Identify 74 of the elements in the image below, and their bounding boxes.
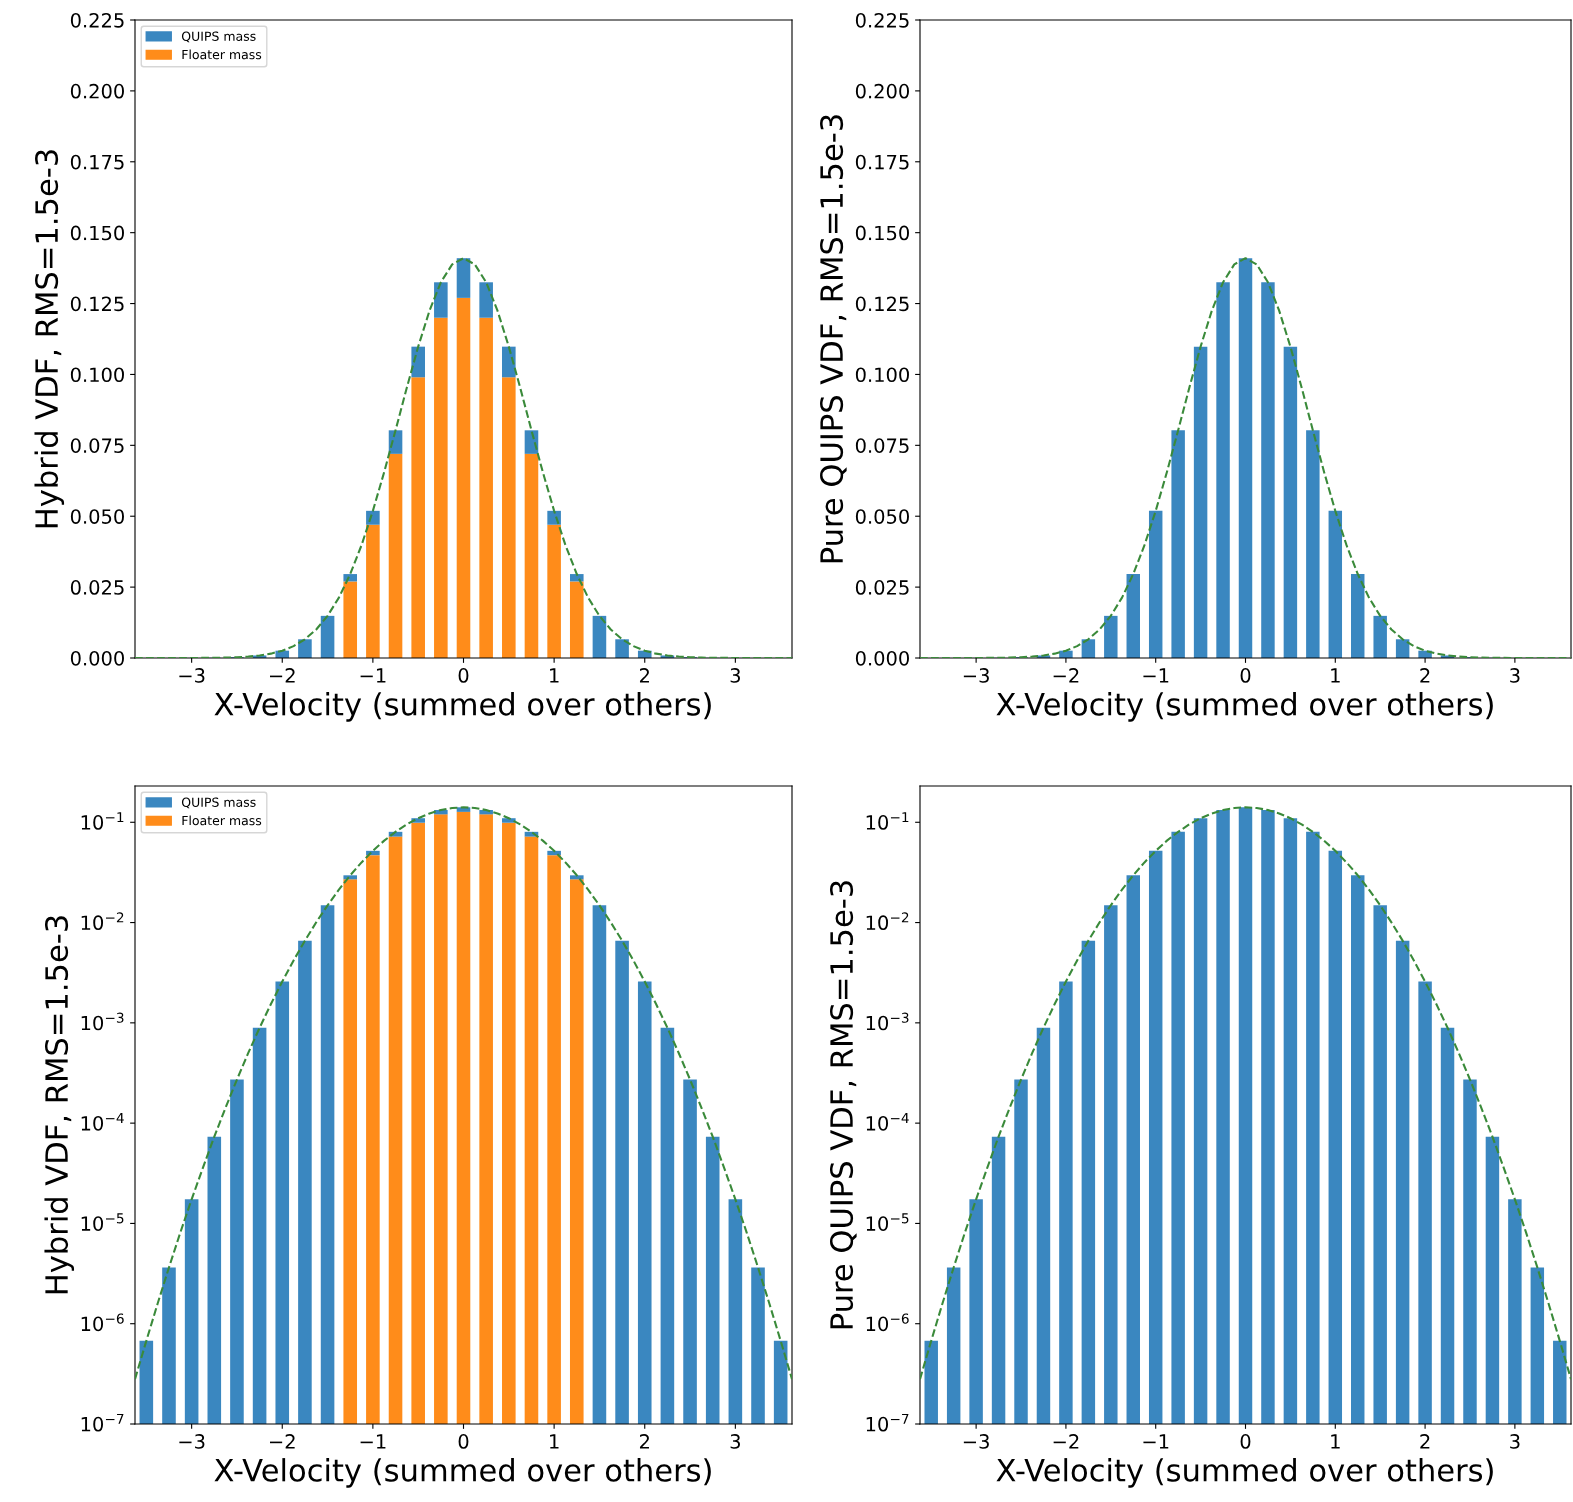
y-tick-label: 10$^{−1}$ bbox=[81, 812, 124, 830]
y-tick-label: 0.125 bbox=[70, 296, 124, 312]
y-tick-label: 10$^{−1}$ bbox=[866, 812, 909, 830]
x-tick-label: −3 bbox=[963, 1434, 989, 1449]
legend-label: Floater mass bbox=[182, 49, 262, 60]
x-tick-label: −3 bbox=[179, 1434, 205, 1449]
x-tick-label: −2 bbox=[1053, 668, 1079, 683]
y-tick-label: 0.225 bbox=[70, 12, 124, 28]
y-tick-label: 0.100 bbox=[855, 367, 909, 383]
y-tick-label: 10$^{−7}$ bbox=[81, 1413, 124, 1432]
x-tick-label: 1 bbox=[1331, 668, 1340, 683]
x-tick-label: −3 bbox=[963, 668, 989, 683]
y-tick-label: 0.025 bbox=[855, 580, 909, 595]
y-tick-label: 10$^{−3}$ bbox=[866, 1012, 909, 1031]
y-tick-label: 0.150 bbox=[855, 225, 909, 241]
x-tick-label: −1 bbox=[1143, 668, 1169, 683]
y-tick-label: 0.175 bbox=[855, 154, 909, 170]
y-tick-label: 10$^{−5}$ bbox=[866, 1213, 909, 1231]
x-tick-label: 0 bbox=[458, 1434, 469, 1449]
y-tick-label: 10$^{−6}$ bbox=[81, 1313, 124, 1332]
y-tick-label: 10$^{−2}$ bbox=[866, 912, 909, 931]
x-tick-label: 2 bbox=[639, 1434, 649, 1449]
x-axis-title: X-Velocity (summed over others) bbox=[214, 692, 711, 722]
x-tick-label: −2 bbox=[269, 668, 295, 683]
y-tick-label: 10$^{−6}$ bbox=[866, 1313, 909, 1332]
y-tick-label: 0.125 bbox=[855, 296, 909, 312]
x-tick-label: −2 bbox=[269, 1434, 295, 1449]
y-axis-title: Hybrid VDF, RMS=1.5e-3 bbox=[34, 150, 65, 528]
y-tick-label: 10$^{−4}$ bbox=[81, 1113, 124, 1131]
y-tick-label: 0.000 bbox=[70, 650, 124, 666]
legend-label: QUIPS mass bbox=[181, 797, 256, 809]
x-tick-label: 1 bbox=[550, 668, 559, 683]
y-tick-label: 0.050 bbox=[70, 509, 124, 524]
y-tick-label: 0.100 bbox=[70, 367, 124, 383]
y-tick-label: 10$^{−4}$ bbox=[866, 1113, 909, 1131]
x-axis-title: X-Velocity (summed over others) bbox=[214, 1458, 711, 1488]
x-tick-label: −2 bbox=[1053, 1434, 1079, 1449]
x-tick-label: 1 bbox=[1331, 1434, 1340, 1449]
y-tick-label: 10$^{−5}$ bbox=[81, 1213, 124, 1231]
y-tick-label: 0.200 bbox=[855, 83, 909, 99]
x-tick-label: 2 bbox=[1420, 1434, 1430, 1449]
legend-label: QUIPS mass bbox=[181, 31, 256, 43]
y-tick-label: 0.150 bbox=[70, 225, 124, 241]
y-tick-label: 0.075 bbox=[855, 438, 909, 453]
y-tick-label: 10$^{−2}$ bbox=[81, 912, 124, 931]
y-tick-label: 0.175 bbox=[70, 154, 124, 170]
y-tick-label: 0.000 bbox=[855, 650, 909, 666]
y-tick-label: 0.050 bbox=[855, 509, 909, 524]
x-tick-label: 0 bbox=[1240, 668, 1251, 683]
y-axis-title: Pure QUIPS VDF, RMS=1.5e-3 bbox=[830, 881, 857, 1329]
x-tick-label: −1 bbox=[360, 1434, 386, 1449]
y-tick-label: 0.075 bbox=[70, 438, 124, 453]
y-tick-label: 10$^{−3}$ bbox=[81, 1012, 124, 1031]
x-tick-label: −3 bbox=[179, 668, 205, 683]
x-tick-label: 3 bbox=[730, 668, 740, 683]
y-tick-label: 10$^{−7}$ bbox=[866, 1413, 909, 1432]
x-tick-label: 0 bbox=[1240, 1434, 1251, 1449]
x-tick-label: 3 bbox=[1510, 1434, 1520, 1449]
x-tick-label: −1 bbox=[360, 668, 386, 683]
x-tick-label: −1 bbox=[1143, 1434, 1169, 1449]
y-axis-title: Hybrid VDF, RMS=1.5e-3 bbox=[44, 916, 75, 1294]
x-tick-label: 3 bbox=[1510, 668, 1520, 683]
x-axis-title: X-Velocity (summed over others) bbox=[996, 1458, 1493, 1488]
y-axis-title: Pure QUIPS VDF, RMS=1.5e-3 bbox=[820, 115, 847, 563]
y-tick-label: 0.200 bbox=[70, 83, 124, 99]
legend-label: Floater mass bbox=[182, 815, 262, 826]
x-tick-label: 3 bbox=[730, 1434, 740, 1449]
x-tick-label: 0 bbox=[458, 668, 469, 683]
x-tick-label: 2 bbox=[1420, 668, 1430, 683]
y-tick-label: 0.025 bbox=[70, 580, 124, 595]
y-tick-label: 0.225 bbox=[855, 12, 909, 28]
x-tick-label: 2 bbox=[639, 668, 649, 683]
x-axis-title: X-Velocity (summed over others) bbox=[996, 692, 1493, 722]
x-tick-label: 1 bbox=[550, 1434, 559, 1449]
